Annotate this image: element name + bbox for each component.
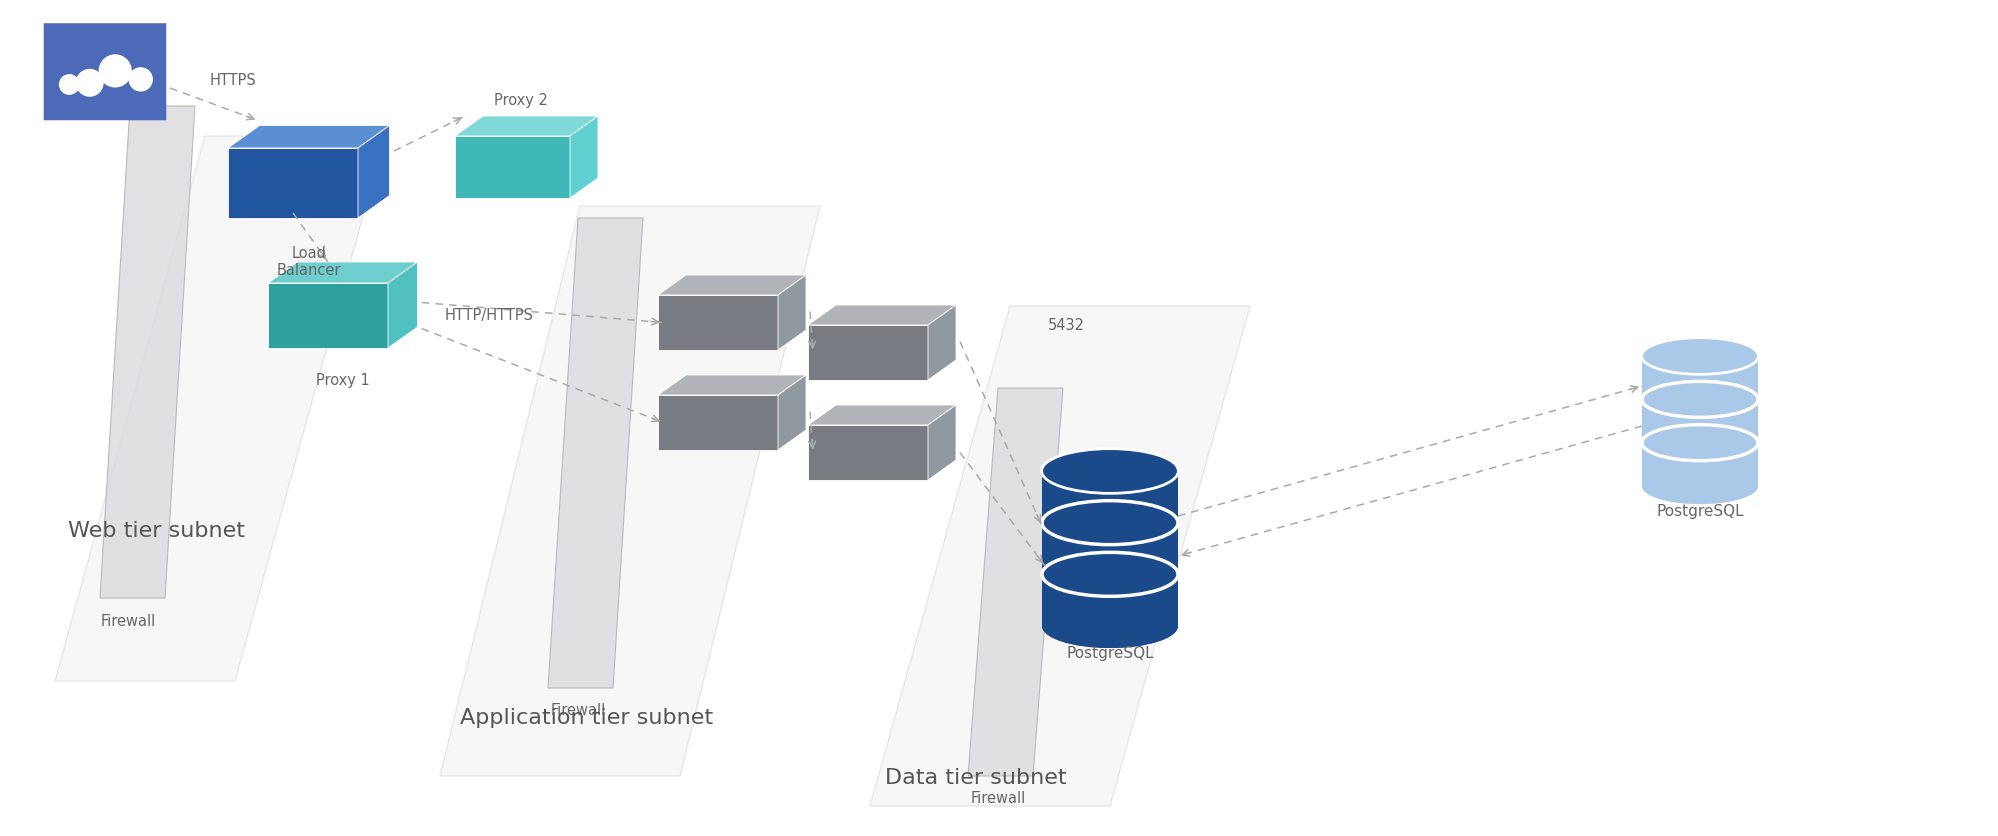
Polygon shape <box>358 125 390 218</box>
Polygon shape <box>657 295 777 350</box>
Polygon shape <box>869 306 1249 806</box>
Polygon shape <box>807 405 955 425</box>
Text: PostgreSQL: PostgreSQL <box>1656 504 1742 519</box>
Circle shape <box>100 55 132 87</box>
Polygon shape <box>456 116 597 136</box>
Ellipse shape <box>1041 604 1177 648</box>
Text: Firewall: Firewall <box>969 791 1025 806</box>
Polygon shape <box>807 305 955 325</box>
Polygon shape <box>56 136 386 681</box>
Text: HTTP/HTTPS: HTTP/HTTPS <box>446 308 533 323</box>
Ellipse shape <box>1640 468 1756 504</box>
Circle shape <box>130 68 152 91</box>
Polygon shape <box>569 116 597 198</box>
Text: Firewall: Firewall <box>100 614 156 629</box>
Polygon shape <box>268 262 418 283</box>
Polygon shape <box>657 375 805 395</box>
Polygon shape <box>927 305 955 380</box>
Text: Proxy 2: Proxy 2 <box>494 93 547 108</box>
Text: Web tier subnet: Web tier subnet <box>68 521 246 541</box>
Ellipse shape <box>1041 553 1177 596</box>
Polygon shape <box>807 325 927 380</box>
Polygon shape <box>927 405 955 480</box>
Polygon shape <box>456 136 569 198</box>
FancyBboxPatch shape <box>44 23 166 120</box>
Text: Load
Balancer: Load Balancer <box>276 246 342 278</box>
Polygon shape <box>228 125 390 148</box>
Polygon shape <box>1640 356 1756 486</box>
Text: Data tier subnet: Data tier subnet <box>885 768 1067 788</box>
Text: Firewall: Firewall <box>549 703 605 718</box>
Ellipse shape <box>1640 338 1756 374</box>
Ellipse shape <box>1041 501 1177 545</box>
Polygon shape <box>657 275 805 295</box>
Polygon shape <box>268 283 388 348</box>
Polygon shape <box>440 206 819 776</box>
Ellipse shape <box>1041 449 1177 493</box>
Polygon shape <box>388 262 418 348</box>
Ellipse shape <box>1041 604 1177 648</box>
Text: Application tier subnet: Application tier subnet <box>460 708 713 728</box>
Ellipse shape <box>1640 381 1756 417</box>
Polygon shape <box>657 395 777 450</box>
Polygon shape <box>777 275 805 350</box>
Polygon shape <box>100 106 196 598</box>
Text: Proxy 1: Proxy 1 <box>316 373 370 388</box>
Ellipse shape <box>1041 449 1177 493</box>
Polygon shape <box>1041 471 1177 626</box>
Ellipse shape <box>1640 468 1756 504</box>
Text: 5432: 5432 <box>1047 318 1085 333</box>
Polygon shape <box>967 388 1063 776</box>
Polygon shape <box>777 375 805 450</box>
Circle shape <box>60 74 80 94</box>
Text: HTTPS: HTTPS <box>210 73 256 88</box>
Polygon shape <box>228 148 358 218</box>
Ellipse shape <box>1640 338 1756 374</box>
Polygon shape <box>807 425 927 480</box>
Circle shape <box>76 69 104 96</box>
Polygon shape <box>547 218 643 688</box>
Ellipse shape <box>1640 425 1756 461</box>
Text: PostgreSQL: PostgreSQL <box>1065 646 1153 661</box>
